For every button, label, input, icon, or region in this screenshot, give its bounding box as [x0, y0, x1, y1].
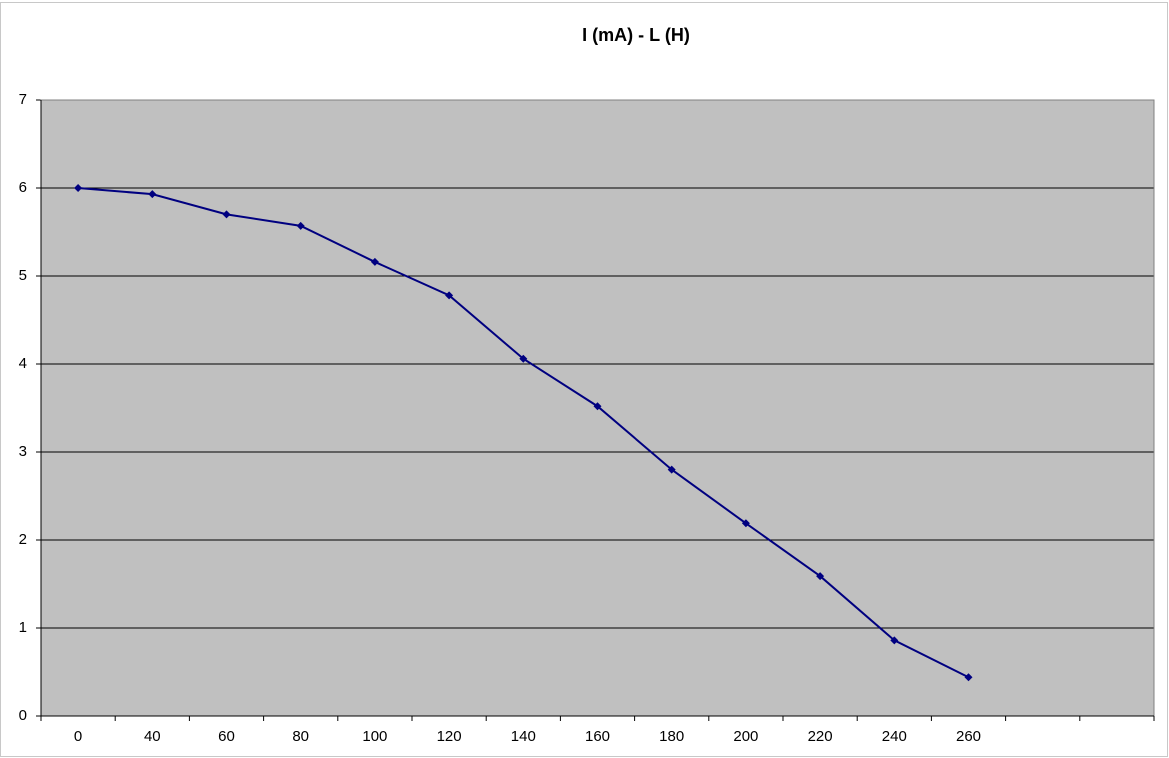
data-point [148, 190, 157, 199]
chart-title: I (mA) - L (H) [582, 25, 690, 45]
y-tick-label: 6 [19, 179, 27, 196]
x-tick-label: 120 [437, 728, 462, 745]
x-tick-label: 0 [74, 728, 82, 745]
y-tick-label: 7 [19, 91, 27, 108]
data-point [593, 402, 602, 411]
data-point [667, 465, 676, 474]
y-tick-label: 2 [19, 531, 27, 548]
x-tick-label: 140 [511, 728, 536, 745]
x-tick-label: 200 [733, 728, 758, 745]
x-tick-label: 240 [882, 728, 907, 745]
y-tick-label: 5 [19, 267, 27, 284]
y-tick-label: 4 [19, 355, 27, 372]
x-tick-label: 80 [292, 728, 309, 745]
x-tick-label: 100 [362, 728, 387, 745]
x-tick-label: 220 [808, 728, 833, 745]
x-tick-label: 180 [659, 728, 684, 745]
x-tick-label: 40 [144, 728, 161, 745]
x-tick-label: 260 [956, 728, 981, 745]
data-point [519, 354, 528, 363]
y-tick-label: 1 [19, 619, 27, 636]
data-point [741, 519, 750, 528]
y-tick-label: 0 [19, 707, 27, 724]
data-point [890, 636, 899, 645]
data-point [222, 210, 231, 219]
x-tick-label: 160 [585, 728, 610, 745]
data-point [445, 291, 454, 300]
data-point [74, 184, 83, 192]
x-tick-label: 60 [218, 728, 235, 745]
data-point [964, 673, 973, 682]
data-point [816, 572, 825, 581]
y-tick-label: 3 [19, 443, 27, 460]
data-point [370, 257, 379, 266]
data-point [296, 221, 305, 230]
